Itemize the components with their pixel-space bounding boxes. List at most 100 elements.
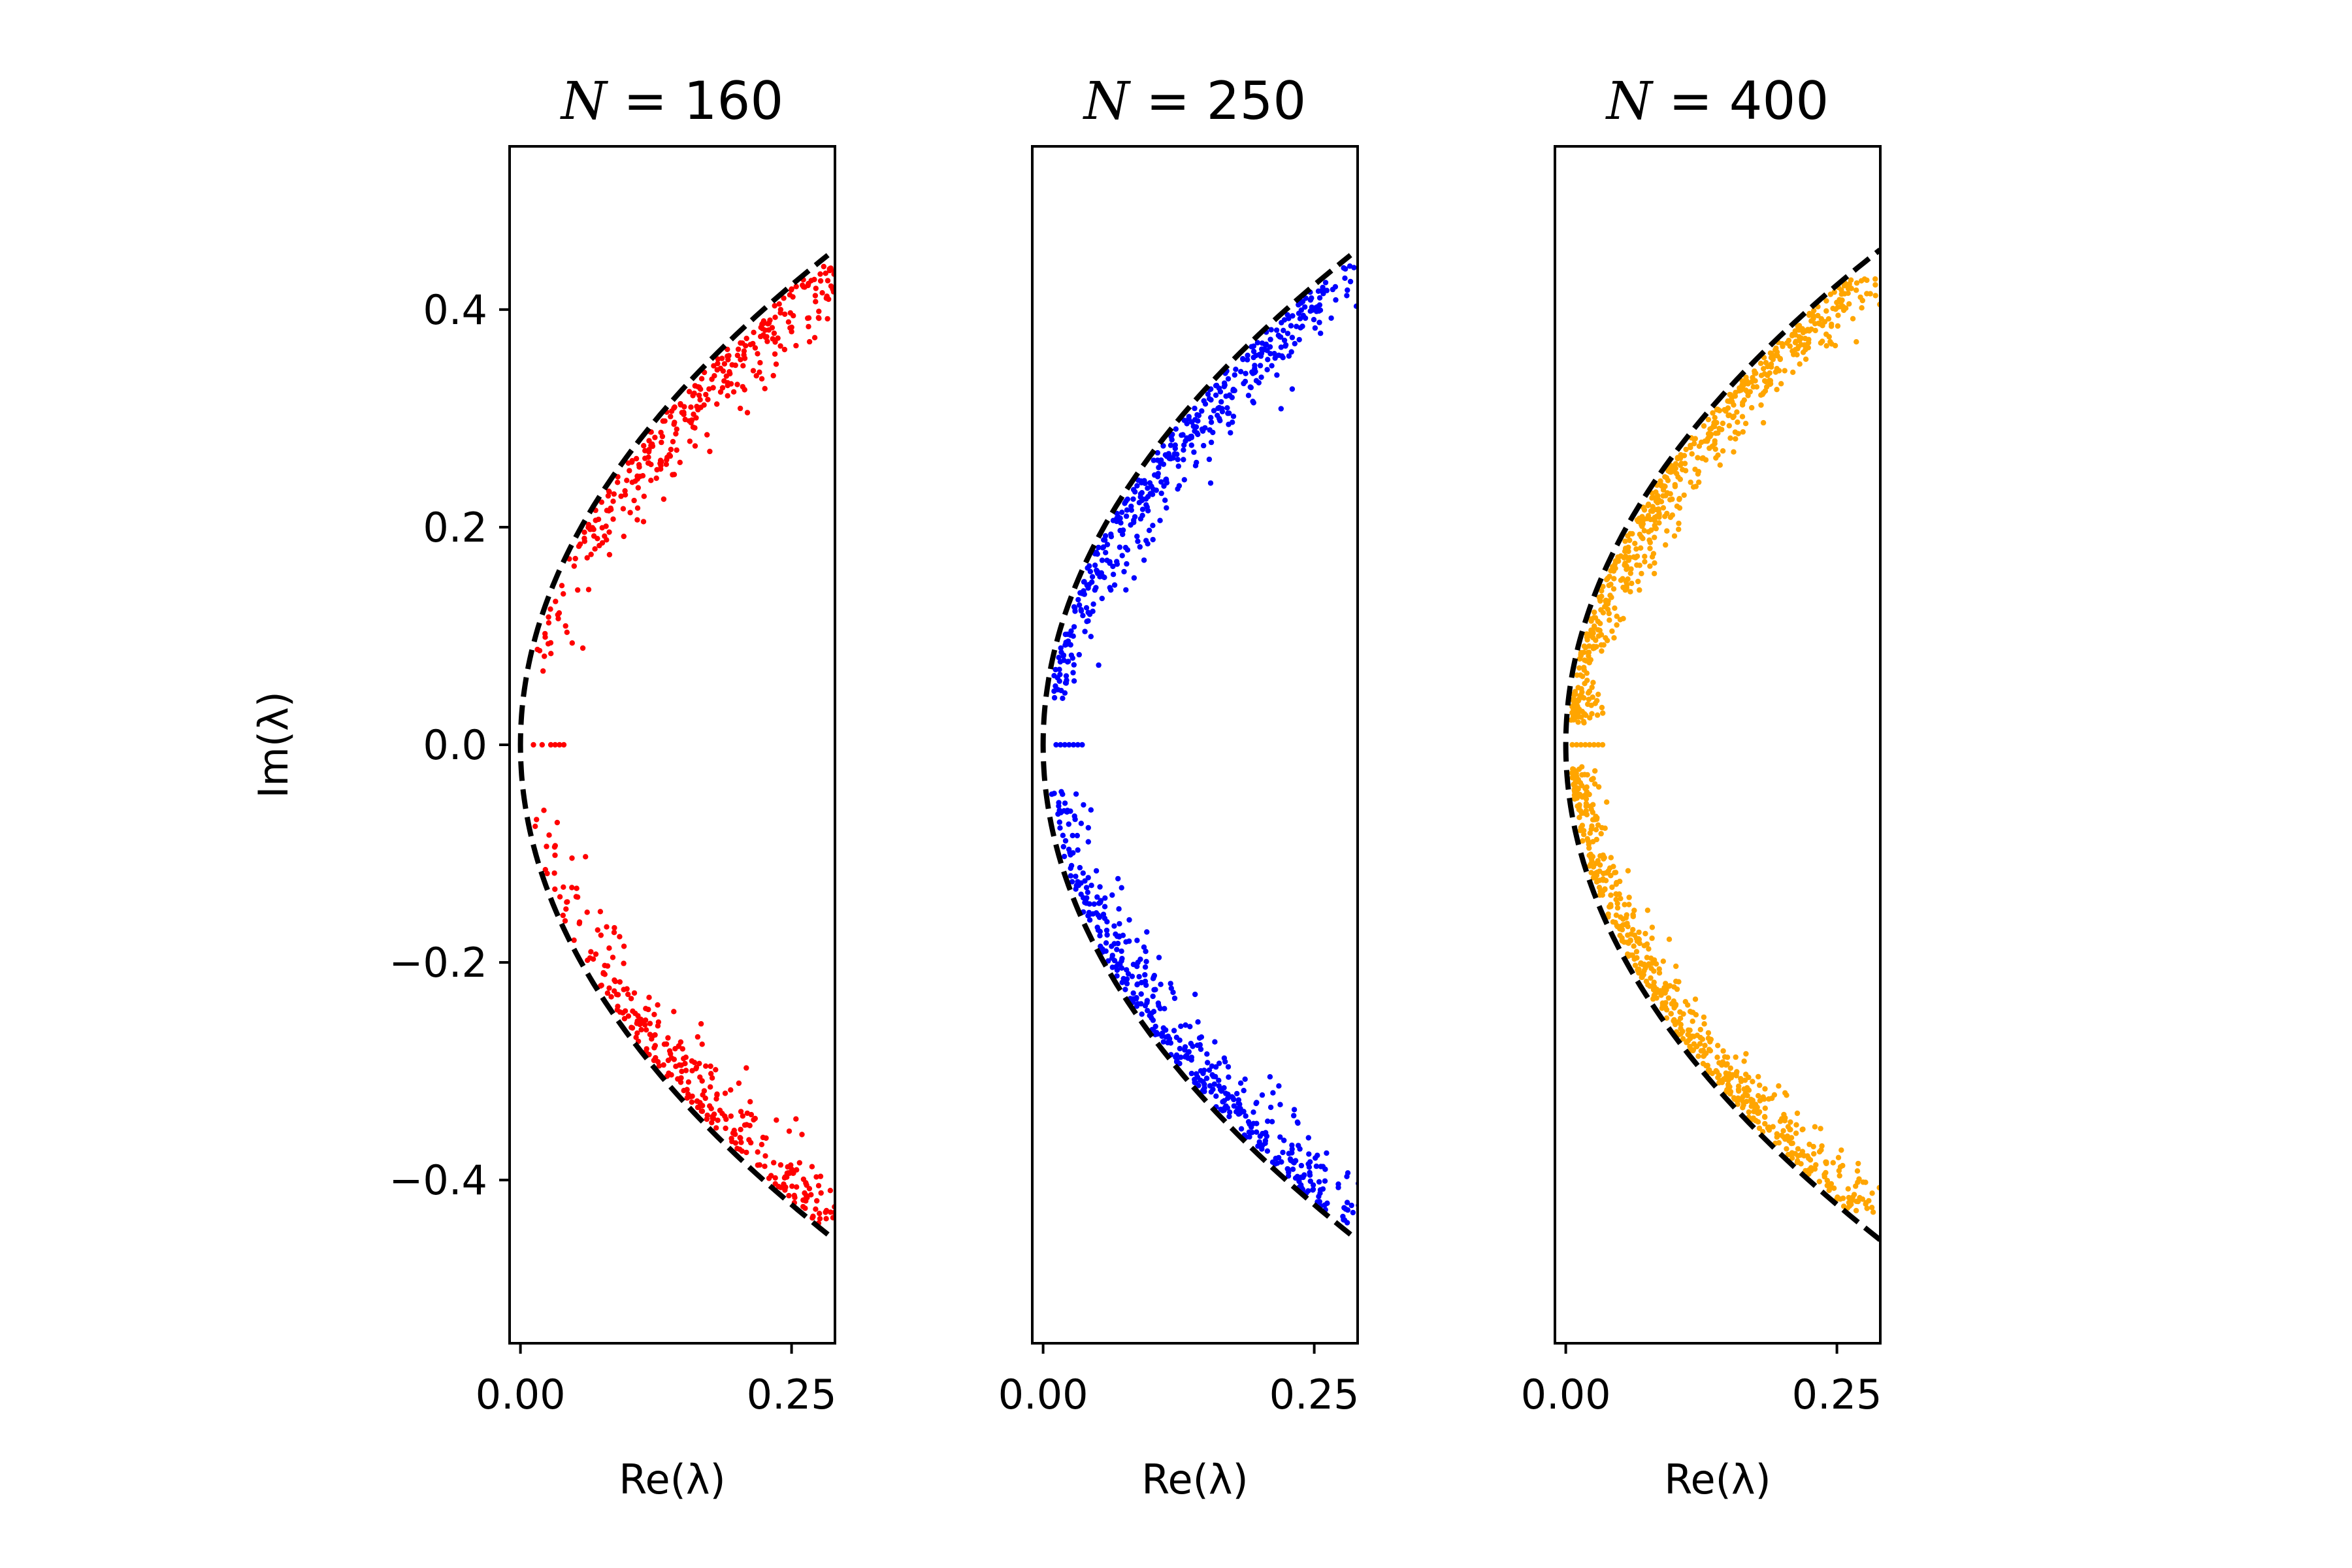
eigenvalue-point	[1134, 533, 1140, 540]
eigenvalue-point	[1641, 507, 1648, 513]
eigenvalue-point	[1062, 838, 1069, 844]
eigenvalue-point	[1192, 991, 1198, 998]
eigenvalue-point	[1590, 839, 1596, 845]
eigenvalue-point	[634, 1030, 640, 1036]
eigenvalue-point	[1245, 1119, 1252, 1125]
eigenvalue-point	[719, 355, 725, 361]
eigenvalue-point	[808, 278, 814, 284]
eigenvalue-point	[1781, 1111, 1787, 1118]
eigenvalue-point	[654, 466, 660, 473]
eigenvalue-point	[1307, 1172, 1313, 1178]
eigenvalue-point	[1128, 522, 1134, 528]
eigenvalue-point	[1608, 873, 1614, 879]
eigenvalue-point	[1320, 284, 1326, 291]
eigenvalue-point	[624, 986, 630, 992]
eigenvalue-point	[1151, 457, 1157, 463]
eigenvalue-point	[604, 924, 610, 930]
eigenvalue-point	[685, 1091, 691, 1097]
eigenvalue-point	[1590, 875, 1597, 881]
eigenvalue-point	[1099, 595, 1105, 602]
eigenvalue-point	[762, 335, 769, 340]
eigenvalue-point	[1854, 1198, 1859, 1205]
eigenvalue-point	[1624, 582, 1630, 588]
eigenvalue-point	[1618, 914, 1624, 920]
eigenvalue-point	[762, 1164, 768, 1169]
eigenvalue-point	[1671, 533, 1678, 539]
eigenvalue-point	[1696, 479, 1702, 485]
eigenvalue-point	[1767, 381, 1774, 387]
eigenvalue-point	[1742, 421, 1749, 427]
title-equals: =	[1652, 71, 1729, 131]
eigenvalue-point	[584, 909, 590, 915]
eigenvalue-point	[788, 287, 794, 293]
eigenvalue-point	[1590, 694, 1595, 700]
eigenvalue-point	[1587, 715, 1593, 721]
eigenvalue-point	[1249, 1130, 1255, 1135]
eigenvalue-point	[1281, 1137, 1287, 1143]
eigenvalue-point	[634, 517, 640, 523]
eigenvalue-point	[1152, 1023, 1158, 1030]
eigenvalue-point	[551, 870, 557, 876]
eigenvalue-point	[667, 1051, 674, 1057]
eigenvalue-point	[1589, 823, 1595, 829]
eigenvalue-point	[1221, 1055, 1228, 1061]
eigenvalue-point	[1573, 773, 1580, 779]
eigenvalue-point	[781, 346, 788, 353]
eigenvalue-point	[1199, 408, 1205, 414]
eigenvalue-point	[617, 979, 623, 985]
eigenvalue-point	[624, 478, 630, 483]
eigenvalue-point	[817, 278, 824, 284]
eigenvalue-point	[1292, 340, 1298, 347]
eigenvalue-point	[540, 668, 546, 674]
eigenvalue-point	[1186, 1049, 1192, 1055]
eigenvalue-point	[1302, 304, 1308, 310]
eigenvalue-point	[1070, 670, 1076, 676]
eigenvalue-point	[661, 496, 667, 502]
eigenvalue-point	[1635, 578, 1641, 585]
eigenvalue-point	[1250, 348, 1257, 355]
eigenvalue-point	[1648, 516, 1654, 523]
eigenvalue-point	[1797, 361, 1803, 367]
eigenvalue-point	[1085, 889, 1091, 896]
eigenvalue-point	[708, 1084, 713, 1090]
eigenvalue-point	[1272, 355, 1278, 361]
eigenvalue-point	[1720, 1048, 1726, 1054]
eigenvalue-point	[1586, 649, 1592, 655]
eigenvalue-point	[1647, 540, 1653, 546]
eigenvalue-point	[1289, 335, 1296, 340]
eigenvalue-point	[1223, 1090, 1229, 1096]
eigenvalue-point	[1845, 286, 1852, 291]
eigenvalue-point	[1068, 873, 1074, 879]
eigenvalue-point	[1757, 361, 1764, 367]
eigenvalue-point	[1691, 440, 1697, 447]
eigenvalue-point	[1758, 402, 1764, 408]
eigenvalue-point	[667, 453, 674, 459]
eigenvalue-point	[560, 912, 566, 919]
eigenvalue-point	[697, 1074, 703, 1080]
eigenvalue-point	[1129, 973, 1135, 979]
real-eigenvalue-point	[1586, 742, 1593, 748]
eigenvalue-point	[1100, 545, 1106, 551]
eigenvalue-point	[1145, 485, 1151, 491]
eigenvalue-point	[1725, 398, 1731, 404]
eigenvalue-point	[1625, 557, 1632, 563]
eigenvalue-point	[1144, 929, 1150, 935]
eigenvalue-point	[1107, 560, 1113, 566]
eigenvalue-point	[1313, 1163, 1320, 1169]
eigenvalue-point	[811, 335, 818, 340]
eigenvalue-point	[1275, 1160, 1281, 1166]
eigenvalue-point	[1260, 1130, 1266, 1137]
eigenvalue-point	[1592, 609, 1597, 615]
eigenvalue-point	[692, 425, 698, 431]
eigenvalue-point	[1206, 396, 1213, 402]
eigenvalue-point	[1306, 1151, 1312, 1157]
eigenvalue-point	[1636, 929, 1642, 936]
eigenvalue-point	[698, 1021, 704, 1027]
eigenvalue-point	[625, 1013, 632, 1019]
eigenvalue-point	[1667, 514, 1674, 520]
eigenvalue-point	[1605, 911, 1611, 917]
eigenvalue-point	[1736, 1083, 1742, 1089]
eigenvalue-point	[1660, 505, 1667, 511]
eigenvalue-point	[1627, 570, 1633, 576]
eigenvalue-point	[682, 416, 689, 423]
